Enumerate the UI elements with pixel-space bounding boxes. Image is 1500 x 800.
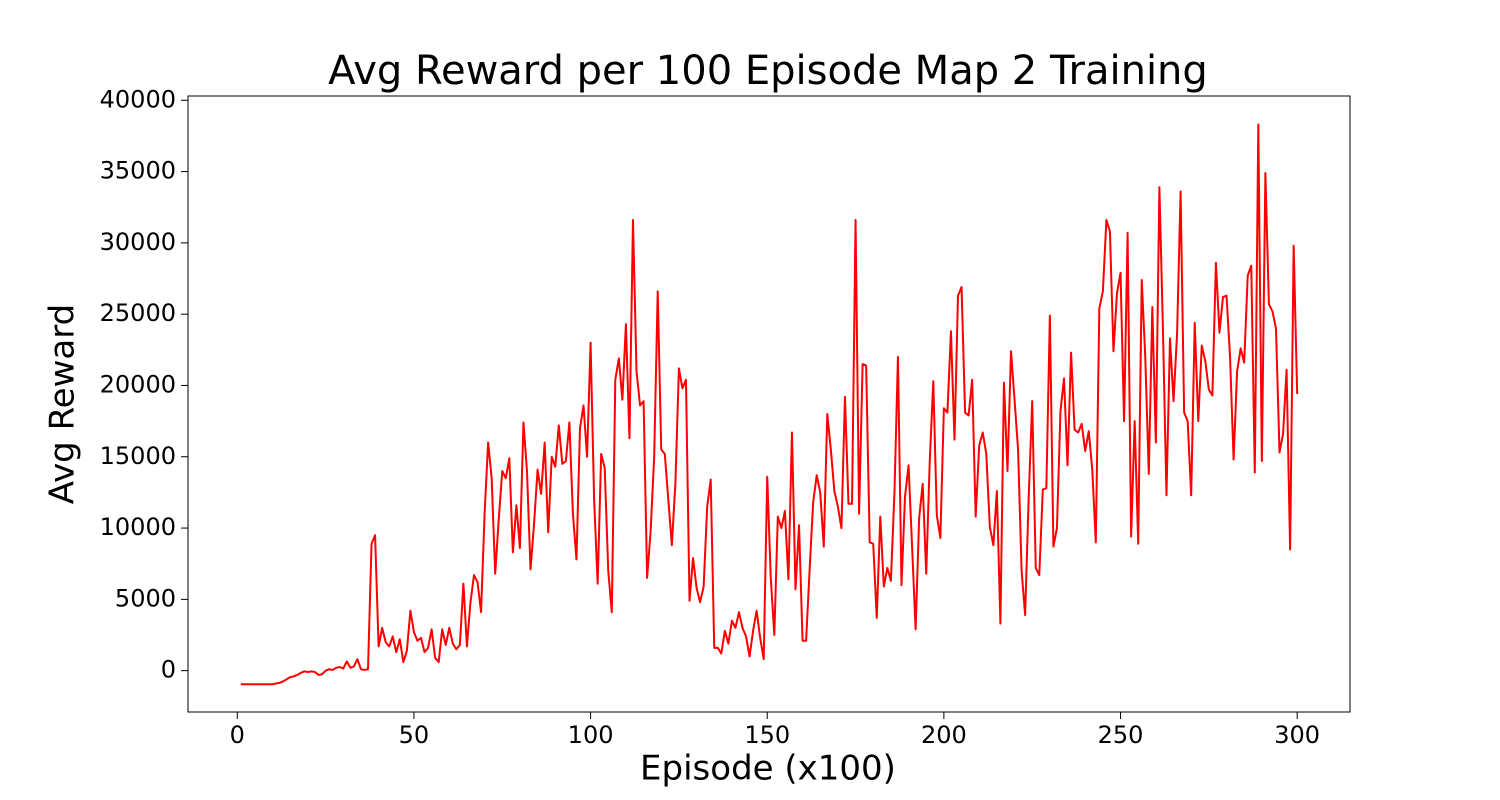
x-tick-label: 250 [1098, 721, 1144, 749]
y-tick-label: 35000 [100, 157, 176, 185]
y-axis-label: Avg Reward [43, 304, 83, 504]
data-line [240, 123, 1299, 686]
x-tick-label: 0 [230, 721, 245, 749]
y-tick-label: 0 [161, 656, 176, 684]
y-tick-label: 15000 [100, 442, 176, 470]
x-tick-label: 100 [568, 721, 614, 749]
y-tick-label: 10000 [100, 513, 176, 541]
y-tick-label: 25000 [100, 299, 176, 327]
x-tick-label: 150 [744, 721, 790, 749]
y-tick-label: 30000 [100, 228, 176, 256]
x-tick-label: 50 [399, 721, 430, 749]
x-tick-label: 300 [1274, 721, 1320, 749]
x-tick-label: 200 [921, 721, 967, 749]
x-axis-label: Episode (x100) [640, 749, 896, 789]
y-tick-label: 5000 [115, 584, 176, 612]
chart-title: Avg Reward per 100 Episode Map 2 Trainin… [328, 48, 1208, 94]
plot-frame [187, 95, 1351, 713]
y-tick-label: 20000 [100, 370, 176, 398]
y-tick-label: 40000 [100, 85, 176, 113]
